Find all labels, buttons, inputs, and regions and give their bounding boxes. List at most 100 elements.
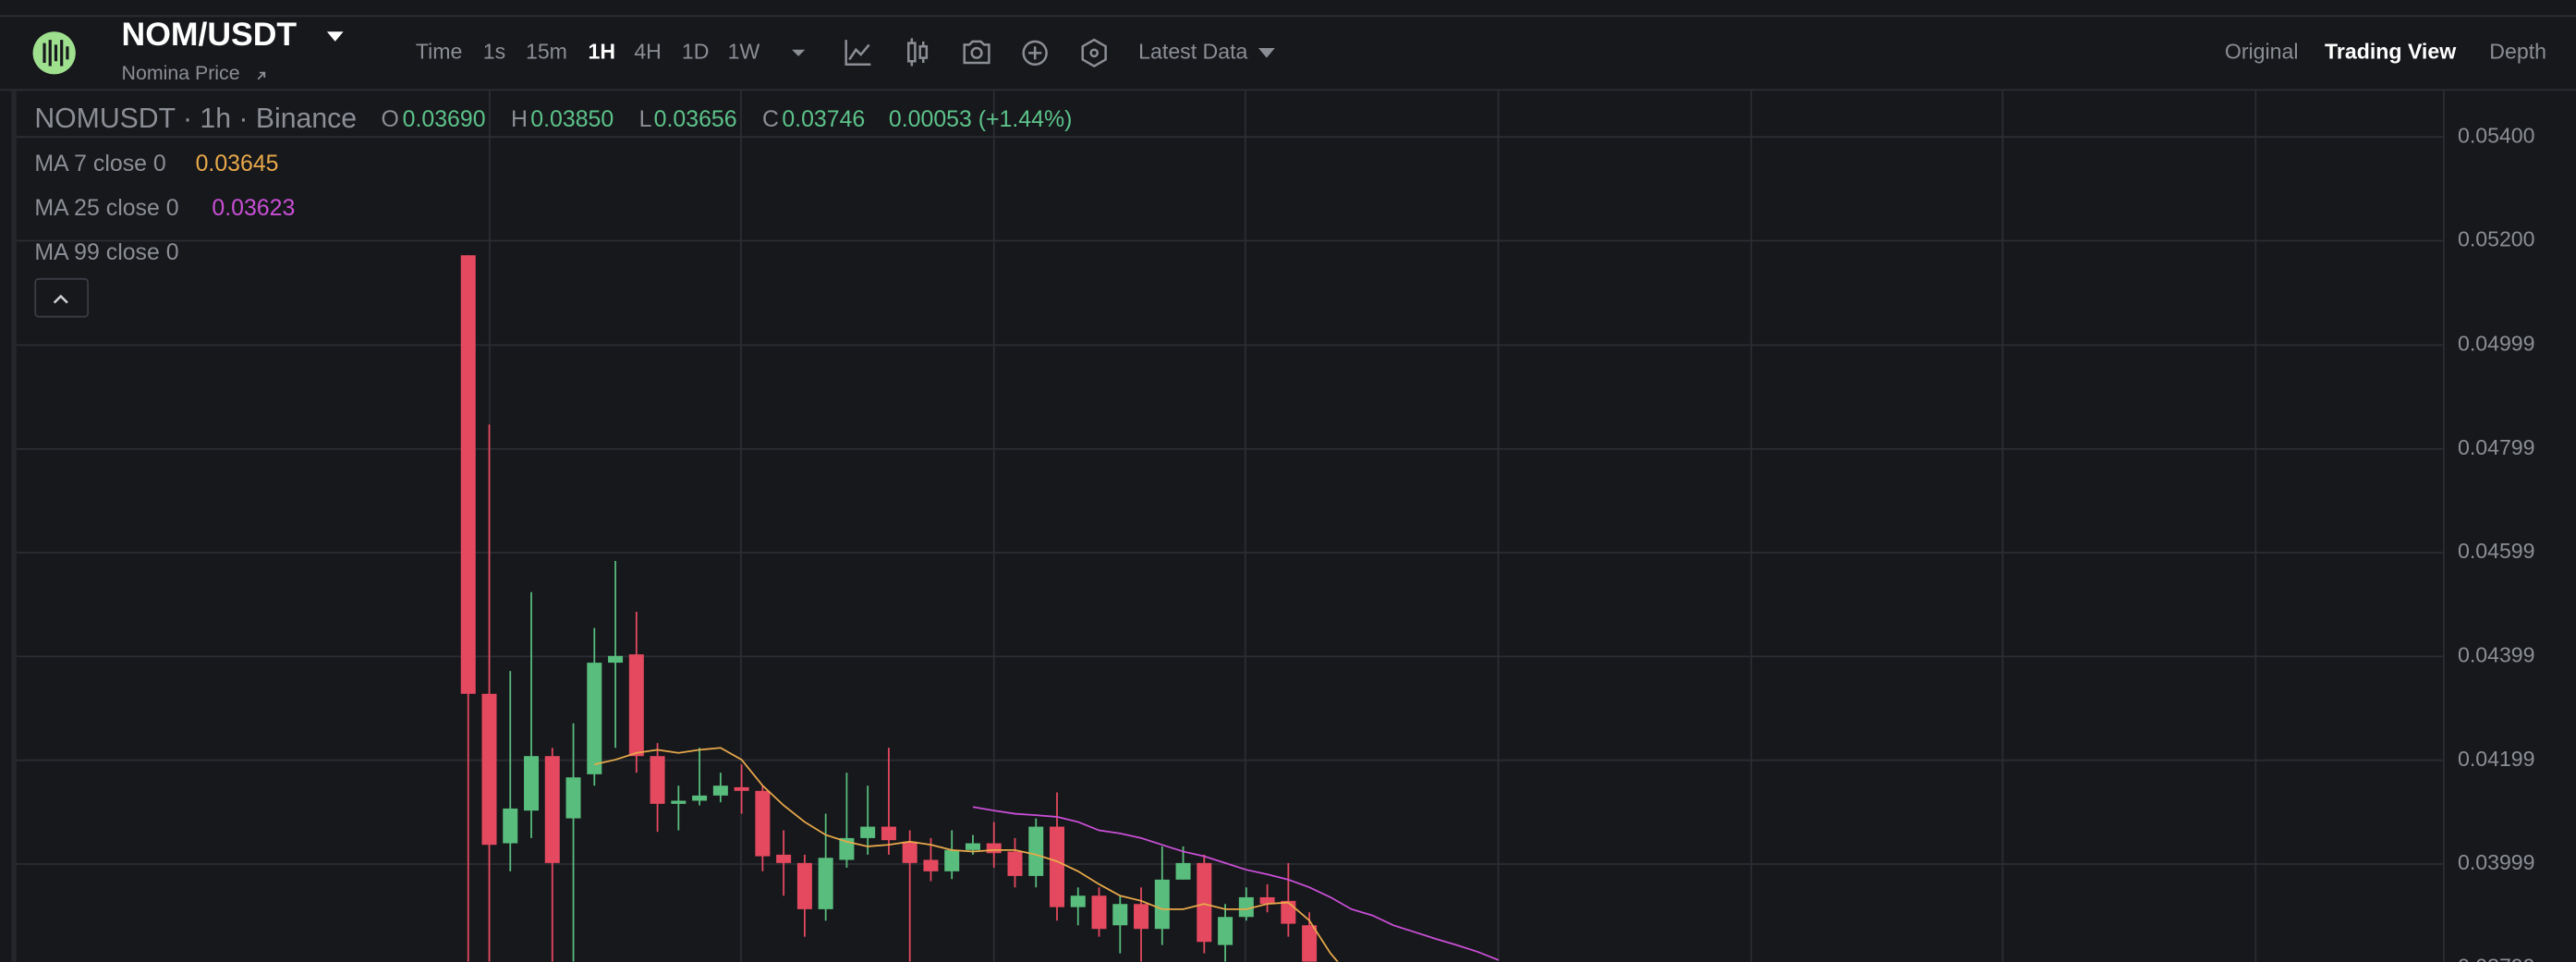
- pair-dropdown[interactable]: [326, 31, 344, 42]
- candle-body: [734, 786, 749, 791]
- add-icon[interactable]: [1022, 40, 1048, 67]
- collapse-button[interactable]: [34, 277, 90, 318]
- settings-icon[interactable]: [1081, 38, 1107, 67]
- y-tick-label: 0.04799: [2458, 435, 2535, 459]
- interval-tab[interactable]: 1W: [728, 39, 760, 63]
- ma-label: MA 25 close 0: [34, 195, 178, 221]
- candle-body: [1259, 896, 1275, 905]
- interval-tab[interactable]: Time: [416, 39, 463, 63]
- candle-body: [1175, 862, 1191, 880]
- interval-tab[interactable]: 1D: [682, 39, 710, 63]
- view-tab[interactable]: Depth: [2489, 39, 2546, 63]
- change: 0.00053 (+1.44%): [889, 106, 1072, 132]
- candle-body: [544, 756, 560, 863]
- y-tick-label: 0.05400: [2458, 123, 2535, 147]
- candle-body: [776, 854, 792, 863]
- interval-tab[interactable]: 1H: [589, 39, 616, 63]
- readout-label: O: [382, 106, 399, 132]
- y-tick-label: 0.03799: [2458, 954, 2535, 962]
- collapse-chevron: [53, 294, 68, 304]
- view-tab[interactable]: Trading View: [2325, 39, 2457, 63]
- candle-body: [1134, 904, 1149, 930]
- readout-label: H: [511, 106, 528, 132]
- candle-body: [965, 843, 980, 850]
- candle-body: [628, 654, 644, 757]
- candle-body: [650, 756, 665, 804]
- grid-vertical: [488, 91, 2257, 962]
- readout-label: L: [639, 106, 652, 132]
- camera-icon[interactable]: [963, 40, 990, 65]
- ma-value: 0.03645: [196, 151, 279, 177]
- interval-tab[interactable]: 15m: [526, 39, 567, 63]
- logo[interactable]: [32, 31, 76, 75]
- settings-dot: [1089, 48, 1099, 58]
- tool-icons: [844, 38, 1107, 67]
- candle-body: [860, 826, 876, 838]
- camera-lens: [970, 46, 983, 59]
- candle-body: [565, 777, 581, 819]
- y-tick-label: 0.04999: [2458, 332, 2535, 356]
- pair-name[interactable]: NOM/USDT: [122, 16, 298, 53]
- candle-body: [608, 655, 624, 664]
- y-tick-label: 0.03999: [2458, 850, 2535, 874]
- view-tab[interactable]: Original: [2225, 39, 2299, 63]
- candle-body: [1112, 904, 1128, 926]
- candle-body: [881, 826, 896, 841]
- add-cross: [1028, 46, 1042, 60]
- candle-body: [1302, 925, 1318, 962]
- ma-label: MA 7 close 0: [34, 151, 165, 177]
- candle-icon[interactable]: [907, 38, 929, 67]
- candle-body: [1028, 826, 1044, 876]
- candle-body: [1091, 895, 1107, 930]
- pair-subtitle[interactable]: Nomina Price: [122, 62, 240, 84]
- candle-body: [944, 849, 960, 871]
- interval-tab[interactable]: 4H: [634, 39, 662, 63]
- ma-value: 0.03623: [212, 195, 295, 221]
- symbol-title: NOMUSDT · 1h · Binance: [34, 104, 357, 134]
- candle-body: [671, 800, 687, 804]
- line-chart-icon[interactable]: [844, 40, 871, 67]
- candle-body: [1007, 851, 1023, 876]
- logo-glyph: [43, 40, 69, 67]
- readout-value: 0.03690: [403, 106, 486, 132]
- candle-body: [692, 795, 708, 801]
- y-tick-label: 0.04199: [2458, 747, 2535, 771]
- external-link-icon: [257, 71, 266, 80]
- y-tick-label: 0.05200: [2458, 227, 2535, 251]
- latest-dropdown[interactable]: [1258, 47, 1275, 58]
- candle-body: [587, 663, 602, 774]
- candle-body: [839, 837, 855, 860]
- y-tick-label: 0.04399: [2458, 642, 2535, 666]
- ma-line: [972, 806, 1500, 961]
- ma-label: MA 99 close 0: [34, 239, 178, 265]
- candle-body: [460, 255, 476, 694]
- candle-body: [986, 843, 1002, 854]
- candle-body: [818, 858, 833, 909]
- candle-body: [902, 841, 917, 863]
- candle-body: [712, 785, 728, 796]
- readout-value: 0.03746: [782, 106, 865, 132]
- ma-line: [594, 747, 1339, 962]
- logo-circle: [32, 31, 76, 75]
- readout-label: C: [762, 106, 779, 132]
- readout-value: 0.03656: [654, 106, 737, 132]
- left-edge: [11, 91, 17, 962]
- candle-body: [1070, 895, 1086, 907]
- latest-data[interactable]: Latest Data: [1138, 39, 1247, 63]
- candle-body: [481, 693, 497, 846]
- candle-body: [796, 862, 812, 909]
- candle-body: [923, 859, 939, 871]
- interval-tab[interactable]: 1s: [483, 39, 505, 63]
- candle-body: [503, 808, 518, 844]
- more-intervals[interactable]: [792, 49, 806, 56]
- candle-body: [1197, 862, 1212, 943]
- candle-body: [1281, 900, 1296, 924]
- candle-body: [1154, 879, 1170, 930]
- y-tick-label: 0.04599: [2458, 539, 2535, 563]
- candle-body: [1238, 896, 1254, 918]
- candle-body: [1050, 826, 1065, 907]
- candle-body: [755, 790, 771, 857]
- candle-body: [1218, 917, 1233, 945]
